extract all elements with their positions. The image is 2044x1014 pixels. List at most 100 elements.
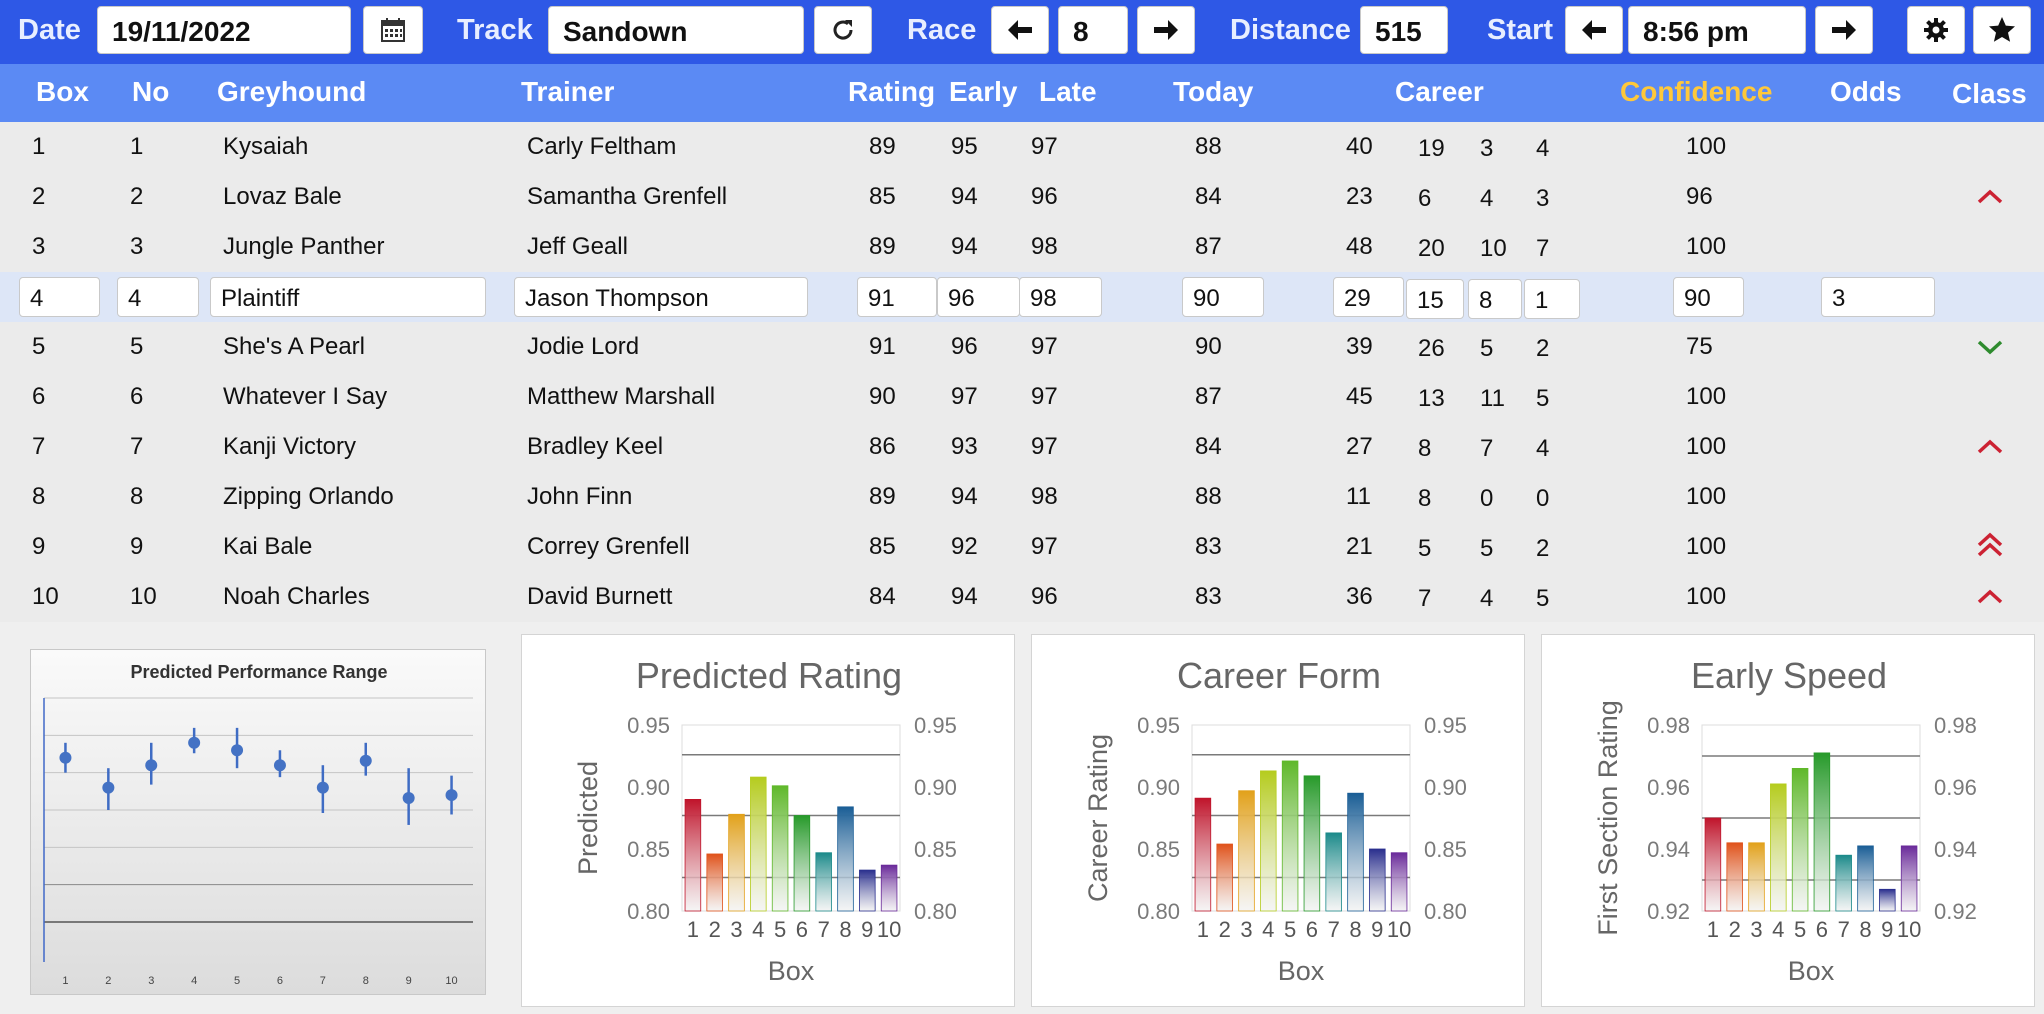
x-tick-label: 10 (877, 917, 901, 942)
edit-early[interactable]: 96 (937, 277, 1020, 317)
start-next-button[interactable] (1815, 6, 1873, 54)
cell-trainer: John Finn (527, 483, 633, 510)
column-header-no[interactable]: No (132, 76, 170, 107)
edit-career-starts[interactable]: 29 (1333, 277, 1404, 317)
edit-career-thirds[interactable]: 1 (1524, 279, 1580, 319)
y-tick-label-right: 0.90 (914, 775, 957, 800)
refresh-button[interactable] (814, 6, 872, 54)
cell-career-starts: 21 (1346, 533, 1373, 560)
chart-title: Career Form (1176, 655, 1382, 696)
column-header-today[interactable]: Today (1173, 76, 1254, 107)
x-tick-label: 7 (1328, 917, 1340, 942)
column-header-confidence[interactable]: Confidence (1620, 76, 1773, 107)
column-header-late[interactable]: Late (1039, 76, 1097, 107)
data-point (102, 781, 115, 794)
cell-career-thirds: 4 (1536, 135, 1550, 162)
column-header-trainer[interactable]: Trainer (521, 76, 615, 107)
table-row[interactable]: 2 2 Lovaz Bale Samantha Grenfell 85 94 9… (0, 172, 2044, 222)
settings-button[interactable] (1907, 6, 1965, 54)
edit-no[interactable]: 4 (117, 277, 199, 317)
table-row-selected[interactable]: 4 4 Plaintiff Jason Thompson 91 96 98 90… (0, 272, 2044, 322)
x-tick-label: 4 (752, 917, 764, 942)
cell-greyhound: Whatever I Say (223, 383, 388, 410)
cell-career-thirds: 2 (1536, 535, 1550, 562)
edit-late[interactable]: 98 (1019, 277, 1102, 317)
cell-greyhound: Kanji Victory (223, 433, 356, 460)
cell-career-wins: 6 (1418, 185, 1432, 212)
cell-no: 8 (130, 483, 144, 510)
edit-career-wins[interactable]: 15 (1406, 279, 1464, 319)
cell-rating: 89 (869, 233, 896, 260)
cell-rating: 84 (869, 583, 896, 610)
cell-career-starts: 36 (1346, 583, 1373, 610)
x-tick-label: 9 (861, 917, 873, 942)
table-row[interactable]: 8 8 Zipping Orlando John Finn 89 94 98 8… (0, 472, 2044, 522)
bar (1281, 760, 1299, 912)
cell-box: 10 (32, 583, 59, 610)
column-header-greyhound[interactable]: Greyhound (217, 76, 367, 107)
start-previous-button[interactable] (1565, 6, 1623, 54)
cell-confidence: 100 (1686, 233, 1727, 260)
column-header-box[interactable]: Box (36, 76, 89, 107)
y-tick-label-right: 0.90 (1424, 775, 1467, 800)
distance-field[interactable]: 515 (1360, 6, 1448, 54)
race-next-button[interactable] (1137, 6, 1195, 54)
cell-late: 97 (1031, 133, 1058, 160)
cell-today: 90 (1195, 333, 1222, 360)
x-tick-label: 3 (148, 975, 154, 987)
bar (880, 864, 898, 912)
edit-greyhound[interactable]: Plaintiff (210, 277, 486, 317)
column-header-class[interactable]: Class (1952, 78, 2027, 109)
data-point (359, 754, 372, 767)
cell-early: 94 (951, 583, 978, 610)
x-tick-label: 7 (818, 917, 830, 942)
table-row[interactable]: 5 5 She's A Pearl Jodie Lord 91 96 97 90… (0, 322, 2044, 372)
column-header-odds[interactable]: Odds (1830, 76, 1902, 107)
y-tick-label-right: 0.94 (1934, 837, 1977, 862)
cell-confidence: 100 (1686, 533, 1727, 560)
bar (1238, 790, 1255, 912)
table-row[interactable]: 3 3 Jungle Panther Jeff Geall 89 94 98 8… (0, 222, 2044, 272)
cell-today: 88 (1195, 483, 1222, 510)
top-toolbar: Date 19/11/2022 Track Sandown Race 8 Dis… (0, 0, 2044, 64)
edit-rating[interactable]: 91 (857, 277, 937, 317)
cell-no: 7 (130, 433, 144, 460)
edit-trainer[interactable]: Jason Thompson (514, 277, 808, 317)
cell-career-seconds: 4 (1480, 185, 1494, 212)
chevron-up-icon (1975, 184, 2005, 220)
track-field[interactable]: Sandown (548, 6, 804, 54)
column-header-early[interactable]: Early (949, 76, 1018, 107)
cell-career-seconds: 4 (1480, 585, 1494, 612)
race-previous-button[interactable] (991, 6, 1049, 54)
x-tick-label: 10 (445, 975, 457, 987)
start-time-field[interactable]: 8:56 pm (1628, 6, 1806, 54)
table-header: Box No Greyhound Trainer Rating Early La… (0, 64, 2044, 122)
column-header-rating[interactable]: Rating (848, 76, 936, 107)
column-header-career[interactable]: Career (1395, 76, 1484, 107)
y-tick-label-right: 0.96 (1934, 775, 1977, 800)
bar (1857, 845, 1874, 912)
cell-career-wins: 5 (1418, 535, 1432, 562)
table-row[interactable]: 7 7 Kanji Victory Bradley Keel 86 93 97 … (0, 422, 2044, 472)
edit-career-seconds[interactable]: 8 (1468, 279, 1522, 319)
cell-greyhound: Zipping Orlando (223, 483, 394, 510)
edit-confidence[interactable]: 90 (1673, 277, 1744, 317)
calendar-button[interactable] (363, 6, 423, 54)
cell-today: 83 (1195, 583, 1222, 610)
table-row[interactable]: 10 10 Noah Charles David Burnett 84 94 9… (0, 572, 2044, 622)
y-axis-label: Career Rating (1083, 734, 1113, 902)
cell-early: 94 (951, 183, 978, 210)
date-field[interactable]: 19/11/2022 (97, 6, 351, 54)
race-number-field[interactable]: 8 (1058, 6, 1128, 54)
edit-today[interactable]: 90 (1182, 277, 1264, 317)
cell-today: 83 (1195, 533, 1222, 560)
edit-odds[interactable]: 3 (1821, 277, 1935, 317)
table-row[interactable]: 6 6 Whatever I Say Matthew Marshall 90 9… (0, 372, 2044, 422)
table-row[interactable]: 1 1 Kysaiah Carly Feltham 89 95 97 88 40… (0, 122, 2044, 172)
cell-career-thirds: 2 (1536, 335, 1550, 362)
bar (1194, 797, 1212, 912)
edit-box[interactable]: 4 (19, 277, 100, 317)
cell-career-wins: 8 (1418, 435, 1432, 462)
favorite-button[interactable] (1973, 6, 2031, 54)
table-row[interactable]: 9 9 Kai Bale Correy Grenfell 85 92 97 83… (0, 522, 2044, 572)
